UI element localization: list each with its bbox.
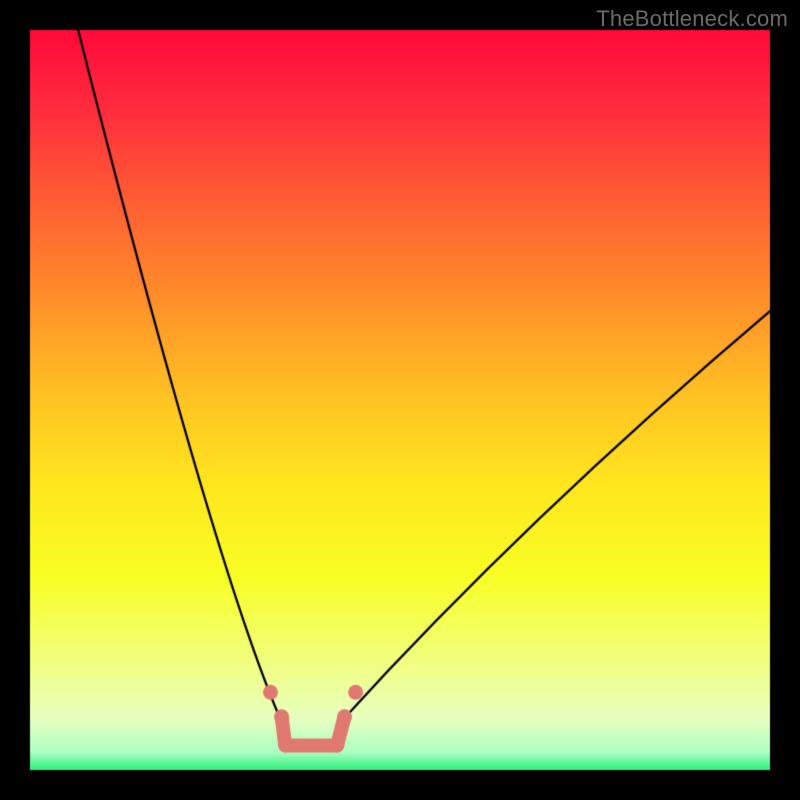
chart-stage: TheBottleneck.com (0, 0, 800, 800)
attribution-text: TheBottleneck.com (596, 6, 788, 32)
bottleneck-curve-chart (0, 0, 800, 800)
